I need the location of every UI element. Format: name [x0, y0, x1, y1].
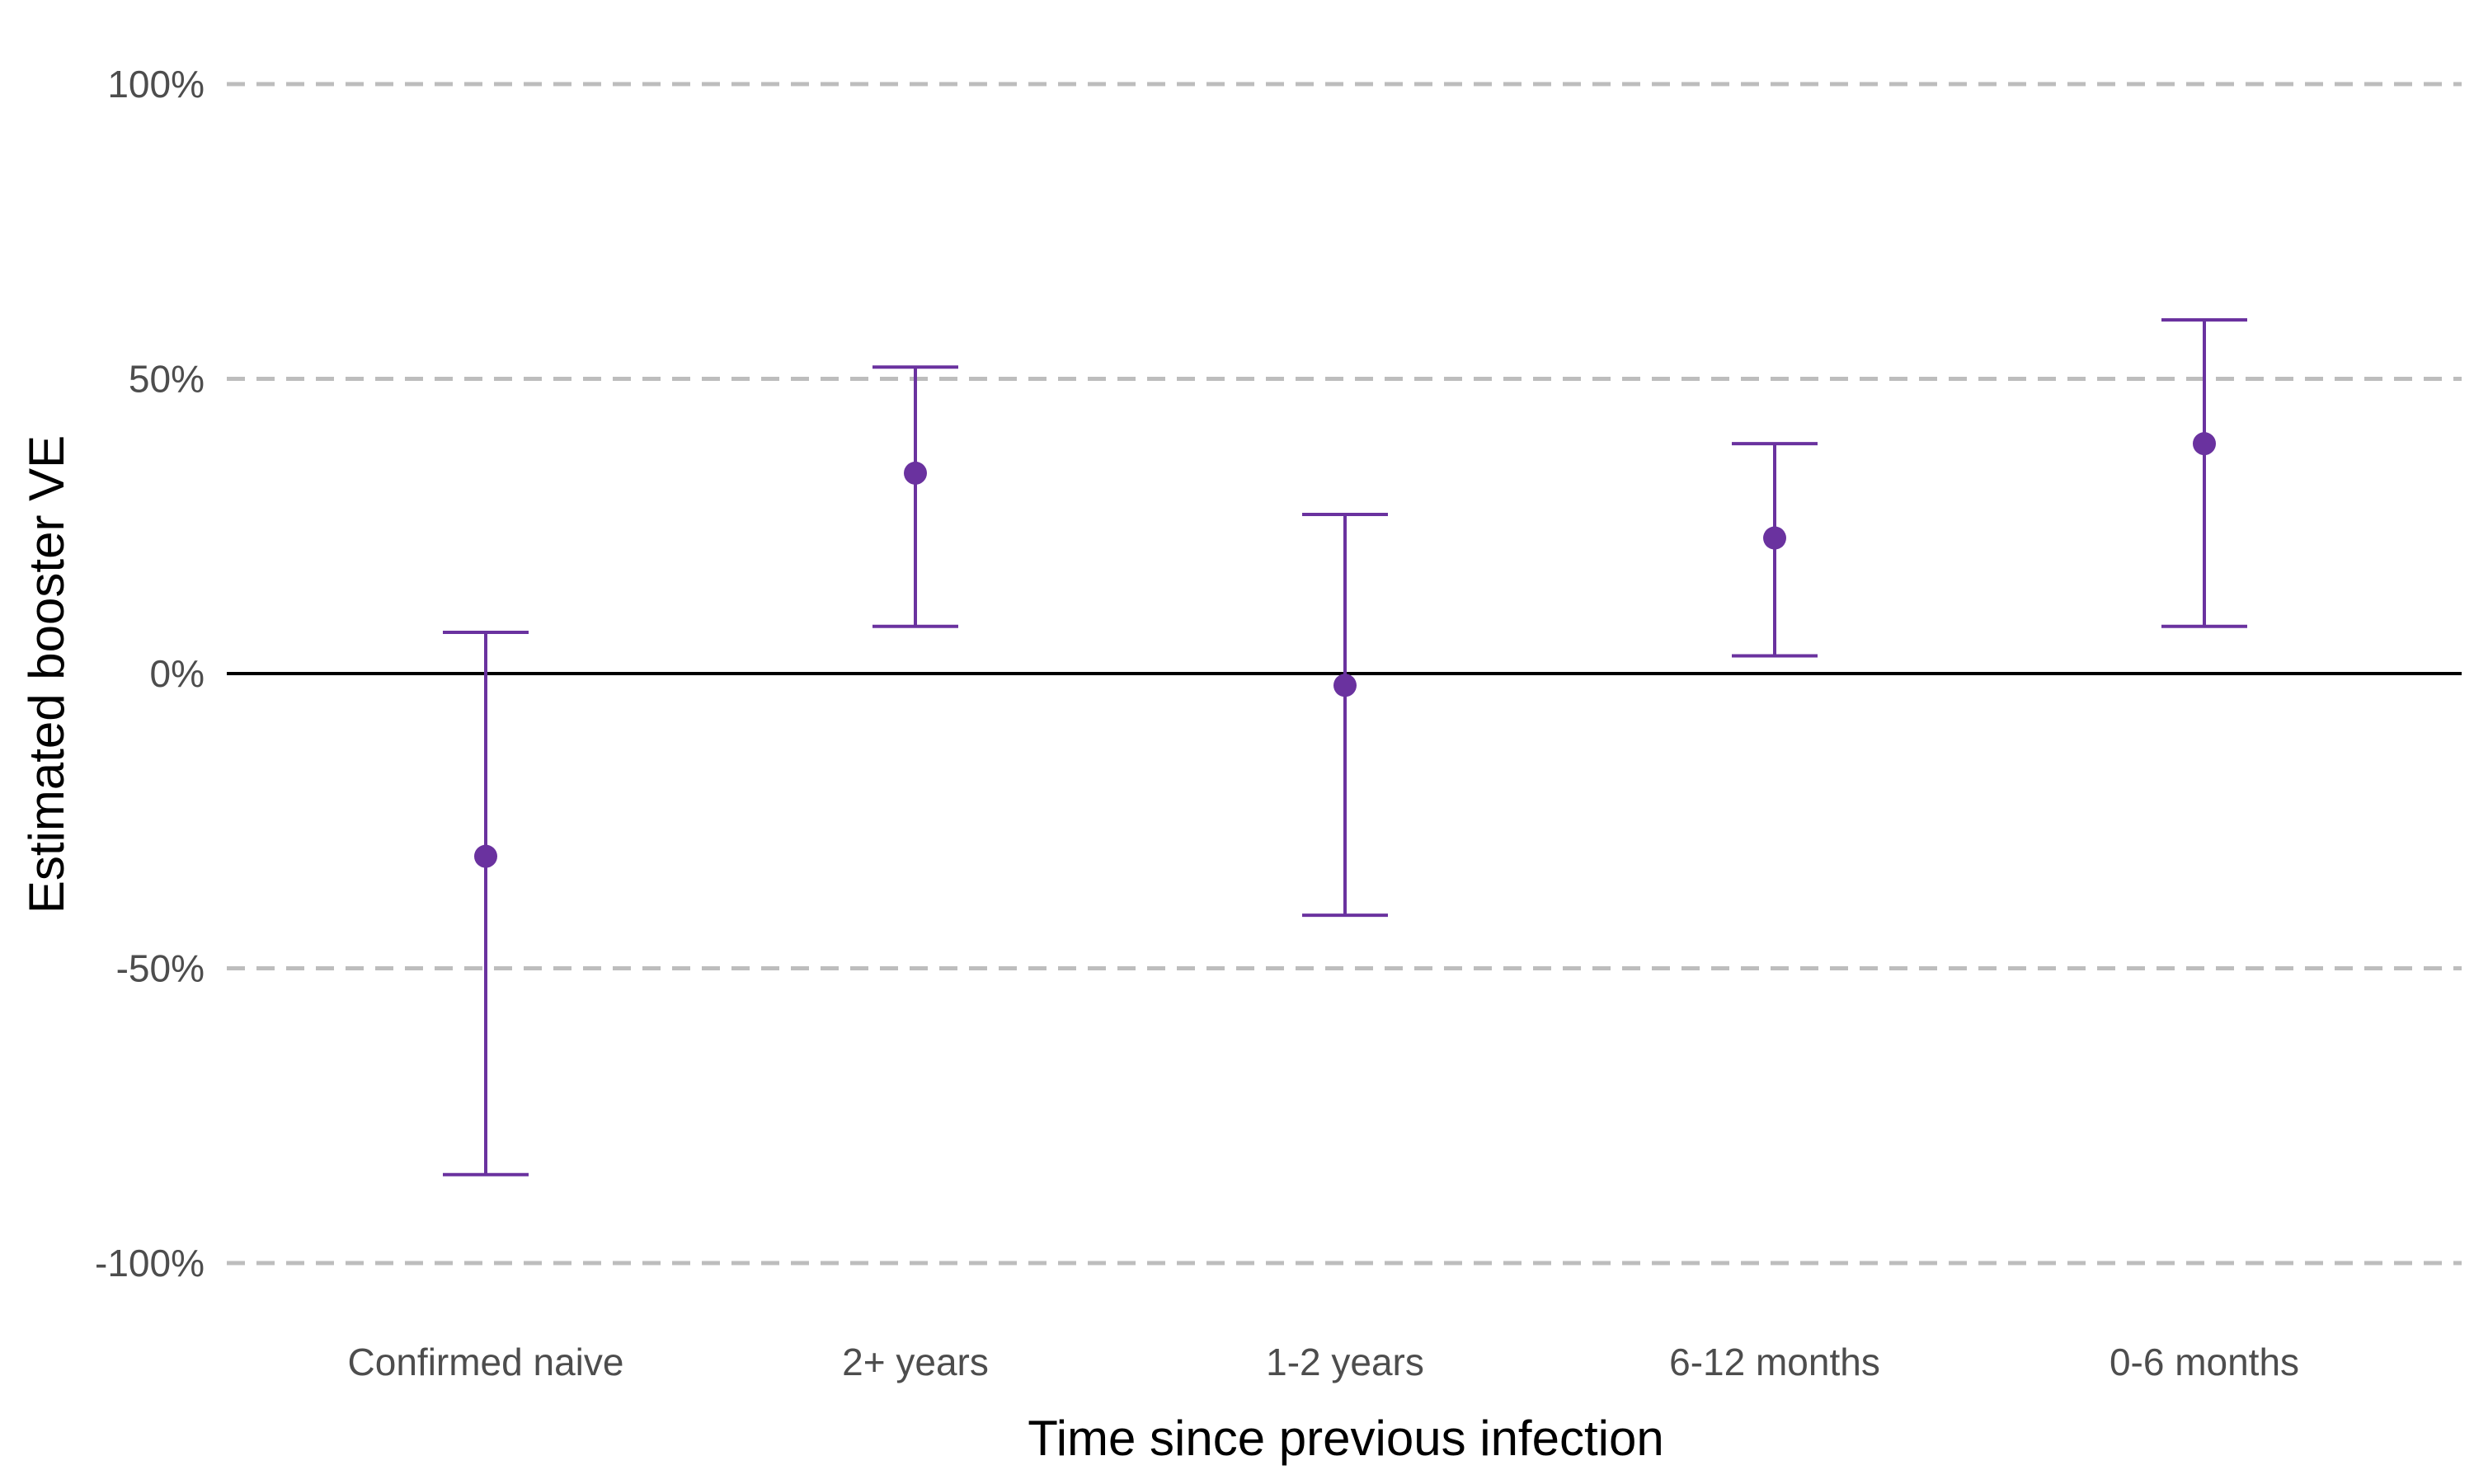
x-tick-label: Confirmed naive [348, 1341, 624, 1383]
x-tick-labels: Confirmed naive 2+ years 1-2 years 6-12 mon… [348, 1341, 2300, 1383]
y-tick-label: -50% [116, 947, 205, 990]
y-tick-label: 0% [150, 652, 205, 695]
x-tick-label: 0-6 months [2109, 1341, 2299, 1383]
x-tick-label: 1-2 years [1266, 1341, 1424, 1383]
error-bar-group [1302, 512, 1388, 918]
x-axis-title: Time since previous infection [1028, 1411, 1663, 1466]
error-bar-group [2161, 318, 2247, 628]
x-tick-label: 6-12 months [1669, 1341, 1880, 1383]
data-point [474, 844, 497, 868]
data-point [1333, 674, 1357, 697]
data-point [904, 461, 927, 485]
x-tick-label: 2+ years [842, 1341, 989, 1383]
data-marks [443, 318, 2247, 1176]
error-bar-group [872, 365, 958, 628]
error-bar-group [1732, 442, 1818, 658]
grid-layer [227, 82, 2462, 1266]
y-tick-label: 100% [107, 63, 205, 106]
error-bar-group [443, 630, 529, 1176]
y-tick-label: -100% [95, 1242, 205, 1284]
data-point [1763, 526, 1786, 550]
data-point [2193, 432, 2216, 456]
y-tick-labels: -100% -50% 0% 50% 100% [95, 63, 205, 1284]
y-axis-title: Estimated booster VE [19, 435, 74, 913]
y-tick-label: 50% [129, 358, 205, 401]
